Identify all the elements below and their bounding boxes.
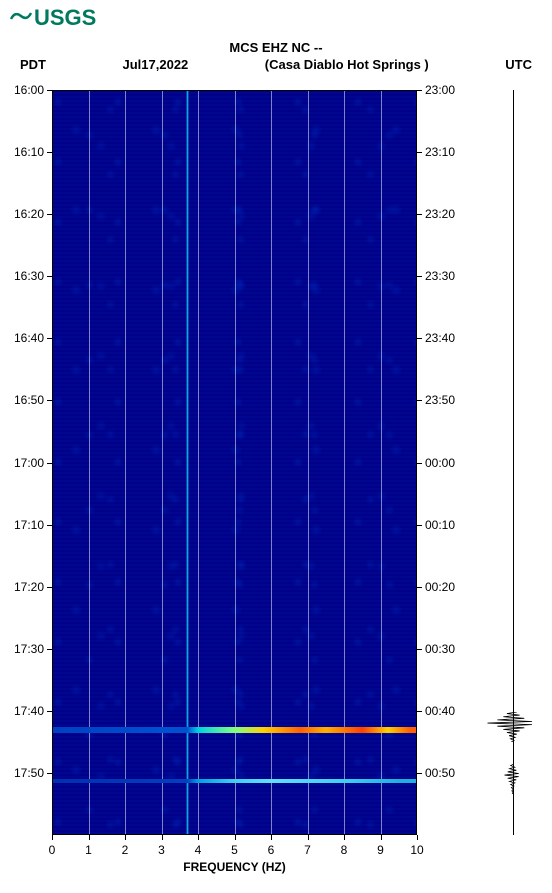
spectral-peak-line: [186, 90, 189, 835]
y-label-left: 17:10: [14, 518, 52, 532]
y-label-right: 00:50: [417, 766, 455, 780]
x-label: 9: [377, 835, 384, 857]
gridline-vertical: [162, 90, 163, 835]
usgs-logo: USGS: [10, 5, 96, 31]
x-label: 1: [85, 835, 92, 857]
y-label-right: 23:00: [417, 83, 455, 97]
y-label-left: 17:20: [14, 580, 52, 594]
chart-title: MCS EHZ NC --: [5, 40, 547, 55]
usgs-wave-icon: [10, 5, 32, 31]
chart-subtitle: PDT Jul17,2022 (Casa Diablo Hot Springs …: [5, 57, 547, 72]
y-label-left: 16:30: [14, 269, 52, 283]
seismogram-strip: [485, 90, 540, 835]
y-label-right: 23:30: [417, 269, 455, 283]
y-label-right: 00:30: [417, 642, 455, 656]
seismic-event-band: [52, 779, 417, 783]
chart-date: Jul17,2022: [123, 57, 189, 72]
y-label-left: 16:10: [14, 145, 52, 159]
gridline-vertical: [271, 90, 272, 835]
x-label: 3: [158, 835, 165, 857]
y-label-left: 16:20: [14, 207, 52, 221]
y-label-left: 17:30: [14, 642, 52, 656]
left-timezone: PDT: [20, 57, 46, 72]
seismic-event-band: [52, 727, 417, 733]
gridline-vertical: [52, 90, 53, 835]
gridline-vertical: [235, 90, 236, 835]
y-label-right: 00:20: [417, 580, 455, 594]
gridline-vertical: [344, 90, 345, 835]
gridline-vertical: [308, 90, 309, 835]
y-label-right: 00:40: [417, 704, 455, 718]
chart-header: MCS EHZ NC -- PDT Jul17,2022 (Casa Diabl…: [5, 40, 547, 72]
page-container: USGS MCS EHZ NC -- PDT Jul17,2022 (Casa …: [5, 5, 547, 888]
y-label-left: 16:00: [14, 83, 52, 97]
y-label-right: 23:40: [417, 331, 455, 345]
x-label: 0: [49, 835, 56, 857]
y-label-left: 17:50: [14, 766, 52, 780]
y-label-right: 23:50: [417, 393, 455, 407]
y-label-left: 17:00: [14, 456, 52, 470]
y-label-right: 00:10: [417, 518, 455, 532]
gridline-vertical: [125, 90, 126, 835]
spectrogram-canvas: [52, 90, 417, 835]
logo-text: USGS: [34, 5, 96, 31]
y-label-left: 16:50: [14, 393, 52, 407]
y-label-right: 23:20: [417, 207, 455, 221]
spectrogram-plot: 16:0016:1016:2016:3016:4016:5017:0017:10…: [52, 90, 417, 835]
gridline-vertical: [381, 90, 382, 835]
y-label-left: 16:40: [14, 331, 52, 345]
y-label-left: 17:40: [14, 704, 52, 718]
x-label: 7: [304, 835, 311, 857]
gridline-vertical: [89, 90, 90, 835]
gridline-vertical: [198, 90, 199, 835]
station-name: (Casa Diablo Hot Springs ): [265, 57, 429, 72]
x-label: 10: [410, 835, 423, 857]
right-timezone: UTC: [505, 57, 532, 72]
x-axis-label: FREQUENCY (HZ): [183, 835, 285, 874]
x-label: 8: [341, 835, 348, 857]
y-label-right: 00:00: [417, 456, 455, 470]
y-label-right: 23:10: [417, 145, 455, 159]
x-label: 2: [122, 835, 129, 857]
